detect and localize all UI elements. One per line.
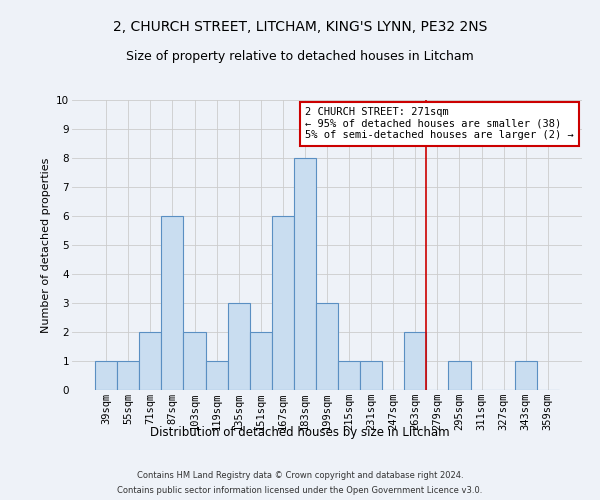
Y-axis label: Number of detached properties: Number of detached properties (41, 158, 50, 332)
Text: Size of property relative to detached houses in Litcham: Size of property relative to detached ho… (126, 50, 474, 63)
Text: 2 CHURCH STREET: 271sqm
← 95% of detached houses are smaller (38)
5% of semi-det: 2 CHURCH STREET: 271sqm ← 95% of detache… (305, 108, 574, 140)
Bar (448, 361, 470, 390)
Text: Distribution of detached houses by size in Litcham: Distribution of detached houses by size … (150, 426, 450, 439)
Text: 2, CHURCH STREET, LITCHAM, KING'S LYNN, PE32 2NS: 2, CHURCH STREET, LITCHAM, KING'S LYNN, … (113, 20, 487, 34)
Bar (117, 361, 139, 390)
Bar (272, 216, 294, 390)
Bar (404, 332, 427, 390)
Bar (316, 303, 338, 390)
Bar (227, 303, 250, 390)
Bar (250, 332, 272, 390)
Bar (95, 361, 117, 390)
Text: Contains public sector information licensed under the Open Government Licence v3: Contains public sector information licen… (118, 486, 482, 495)
Bar (206, 361, 227, 390)
Bar (360, 361, 382, 390)
Bar (338, 361, 360, 390)
Bar (515, 361, 537, 390)
Bar (139, 332, 161, 390)
Text: Contains HM Land Registry data © Crown copyright and database right 2024.: Contains HM Land Registry data © Crown c… (137, 471, 463, 480)
Bar (184, 332, 206, 390)
Bar (161, 216, 184, 390)
Bar (294, 158, 316, 390)
